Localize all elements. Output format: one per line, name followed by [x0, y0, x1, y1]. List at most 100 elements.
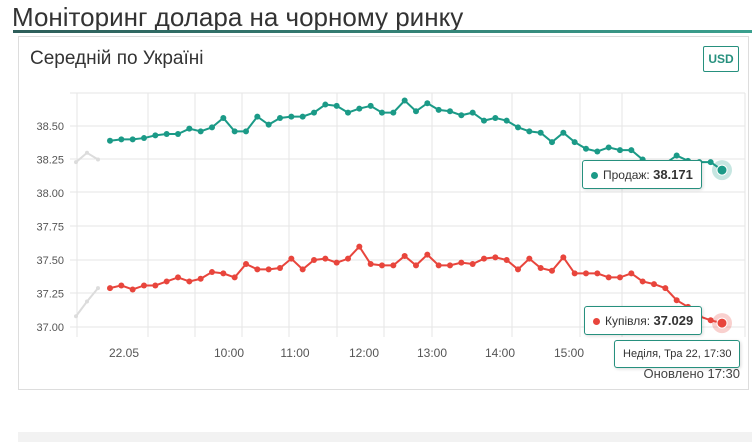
- y-tick-label: 37.25: [36, 289, 64, 301]
- sell-point: [560, 129, 567, 136]
- sell-tooltip: Продаж: 38.171: [582, 160, 702, 189]
- sell-point: [481, 117, 487, 124]
- buy-value: 37.029: [653, 313, 694, 328]
- buy-point: [311, 257, 317, 263]
- buy-point: [424, 251, 431, 258]
- sell-point: [243, 128, 249, 135]
- sell-point: [594, 148, 601, 155]
- buy-point: [141, 282, 147, 289]
- buy-point: [549, 267, 555, 274]
- buy-point: [662, 285, 669, 292]
- x-tick-label: 13:00: [417, 346, 447, 360]
- buy-point: [651, 281, 657, 288]
- buy-point: [537, 265, 544, 272]
- buy-point: [503, 257, 510, 263]
- sell-point: [322, 101, 329, 108]
- buy-point: [390, 262, 397, 269]
- buy-point: [639, 278, 646, 285]
- prev-buy-point: [74, 314, 78, 319]
- y-tick-label: 37.50: [36, 255, 64, 267]
- buy-point: [299, 266, 306, 273]
- buy-point: [435, 262, 442, 269]
- sell-point: [107, 137, 113, 144]
- buy-point: [594, 270, 601, 277]
- buy-point: [481, 255, 487, 262]
- sell-point: [186, 125, 193, 132]
- buy-point: [220, 270, 227, 277]
- y-tick-label: 37.75: [36, 222, 64, 234]
- buy-point: [209, 269, 215, 276]
- sell-point: [277, 114, 283, 121]
- sell-point: [345, 109, 351, 116]
- buy-point: [628, 270, 635, 277]
- sell-point: [197, 128, 204, 135]
- sell-point: [526, 128, 533, 135]
- sell-point: [333, 102, 340, 109]
- sell-point: [265, 121, 272, 128]
- sell-point: [299, 113, 306, 120]
- buy-point: [356, 243, 363, 250]
- currency-button[interactable]: USD: [703, 46, 739, 72]
- buy-point: [367, 261, 374, 268]
- buy-point: [345, 255, 351, 262]
- sell-point: [209, 124, 215, 131]
- buy-point: [707, 317, 714, 324]
- y-tick-label: 38.50: [36, 121, 64, 133]
- sell-point: [458, 112, 465, 119]
- sell-point: [175, 131, 181, 138]
- buy-point: [560, 254, 567, 261]
- sell-point: [549, 139, 555, 146]
- buy-point: [129, 286, 136, 293]
- sell-point: [231, 128, 238, 135]
- buy-point: [571, 270, 578, 277]
- sell-point: [379, 109, 385, 116]
- buy-point: [322, 255, 329, 262]
- sell-point: [447, 108, 453, 115]
- buy-point: [492, 254, 499, 261]
- sell-point: [220, 114, 227, 121]
- sell-point: [583, 145, 589, 152]
- buy-point: [401, 252, 408, 259]
- sell-point: [503, 117, 510, 124]
- buy-point: [107, 285, 113, 292]
- sell-point: [424, 100, 431, 107]
- sell-point: [537, 129, 544, 136]
- sell-point: [617, 147, 623, 154]
- sell-point: [141, 135, 147, 142]
- x-tick-label: 14:00: [485, 346, 515, 360]
- buy-legend-dot: [593, 318, 600, 326]
- bottom-strip: [18, 432, 752, 442]
- buy-point: [379, 262, 385, 269]
- sell-label: Продаж:: [603, 168, 650, 182]
- date-tooltip: Неділя, Тра 22, 17:30: [614, 340, 741, 368]
- buy-label: Купівля:: [605, 314, 651, 328]
- buy-point: [583, 270, 589, 277]
- sell-point: [118, 136, 125, 143]
- sell-point: [367, 102, 374, 109]
- x-tick-label: 22.05: [109, 346, 139, 360]
- prev-buy-point: [85, 299, 89, 304]
- sell-point: [254, 113, 261, 120]
- buy-point: [277, 265, 283, 272]
- x-tick-label: 11:00: [280, 346, 309, 360]
- buy-point: [526, 255, 533, 262]
- buy-point: [617, 274, 623, 281]
- buy-tooltip: Купівля: 37.029: [584, 306, 703, 335]
- title-divider: [13, 30, 752, 33]
- y-tick-label: 37.00: [36, 322, 64, 334]
- sell-point: [707, 159, 714, 166]
- buy-point: [469, 261, 476, 268]
- buy-point: [605, 274, 612, 281]
- sell-point: [288, 113, 295, 120]
- buy-point: [288, 255, 295, 262]
- sell-point: [356, 105, 363, 112]
- sell-point: [129, 136, 136, 143]
- prev-sell-point: [74, 160, 78, 165]
- sell-hover-point: [716, 164, 728, 176]
- buy-hover-point: [716, 317, 728, 329]
- buy-point: [673, 297, 680, 304]
- prev-sell-point: [96, 157, 100, 162]
- sell-point: [628, 147, 635, 154]
- sell-point: [515, 124, 521, 131]
